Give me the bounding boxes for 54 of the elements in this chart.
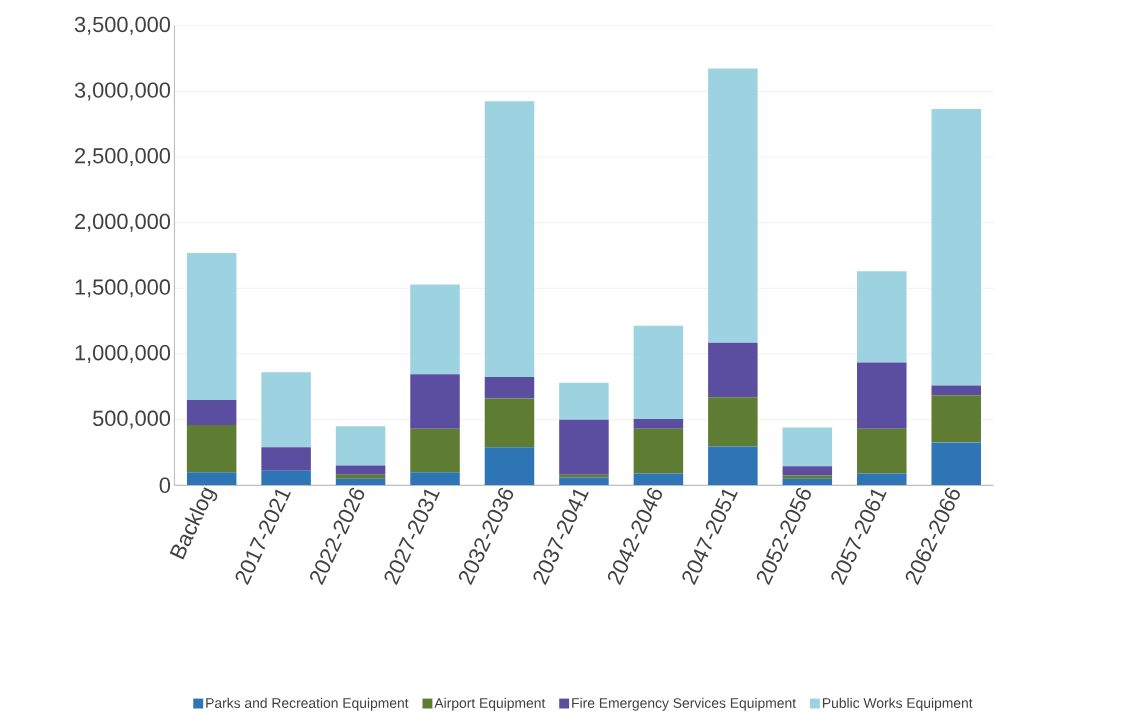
bar bbox=[708, 68, 758, 343]
bar bbox=[261, 372, 311, 448]
bar bbox=[782, 466, 833, 476]
bar bbox=[931, 385, 981, 396]
bar bbox=[782, 478, 833, 486]
bar bbox=[261, 447, 311, 471]
legend-label: Public Works Equipment bbox=[822, 697, 973, 711]
bar bbox=[782, 475, 833, 479]
y-tick-label: 0 bbox=[159, 477, 171, 493]
bar bbox=[186, 424, 237, 473]
y-tick-label: 500,000 bbox=[93, 410, 171, 429]
bar bbox=[931, 442, 981, 486]
bar bbox=[931, 109, 981, 386]
bar bbox=[708, 397, 758, 447]
y-tick-label: 1,000,000 bbox=[75, 344, 171, 363]
bar bbox=[410, 428, 460, 473]
bar bbox=[708, 342, 758, 398]
bar bbox=[857, 271, 907, 363]
bar bbox=[484, 376, 535, 399]
bar bbox=[335, 426, 386, 466]
bar bbox=[931, 395, 981, 443]
bar bbox=[186, 399, 237, 425]
bar bbox=[335, 465, 386, 475]
bar bbox=[410, 374, 460, 429]
bar bbox=[633, 428, 684, 474]
bar bbox=[410, 472, 460, 486]
bar bbox=[782, 427, 833, 467]
bar bbox=[708, 446, 758, 486]
bar bbox=[484, 398, 535, 448]
y-tick-label: 3,500,000 bbox=[74, 16, 171, 35]
legend-label: Fire Emergency Services Equipment bbox=[572, 697, 796, 711]
y-tick-label: 1,500,000 bbox=[75, 279, 171, 298]
bar bbox=[559, 382, 609, 420]
bar bbox=[261, 470, 311, 486]
y-tick-label: 2,500,000 bbox=[75, 148, 171, 167]
bar bbox=[484, 447, 535, 486]
bar bbox=[857, 473, 907, 486]
bar bbox=[410, 284, 460, 375]
bar bbox=[559, 419, 609, 475]
legend-label: Parks and Recreation Equipment bbox=[206, 697, 409, 711]
legend-label: Airport Equipment bbox=[434, 697, 546, 711]
bar bbox=[857, 428, 907, 474]
bar bbox=[633, 473, 684, 486]
bar bbox=[335, 478, 386, 486]
y-tick-label: 3,000,000 bbox=[74, 82, 171, 101]
bar bbox=[857, 362, 907, 429]
bar bbox=[484, 101, 535, 377]
bar bbox=[633, 325, 684, 419]
bar bbox=[186, 252, 237, 400]
bar bbox=[335, 474, 386, 479]
y-tick-label: 2,000,000 bbox=[75, 213, 171, 232]
bar bbox=[633, 418, 684, 429]
bar bbox=[186, 472, 237, 486]
bar bbox=[559, 477, 609, 486]
